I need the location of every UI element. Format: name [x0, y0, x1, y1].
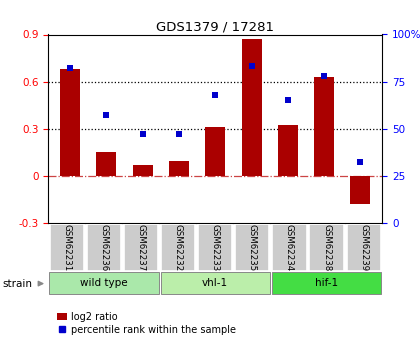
Text: GSM62236: GSM62236: [100, 224, 108, 271]
Bar: [198, 224, 232, 271]
Bar: [314, 77, 334, 176]
Bar: [350, 176, 370, 204]
Bar: [50, 272, 158, 294]
Point: [248, 64, 255, 69]
Bar: [169, 161, 189, 176]
Text: GSM62232: GSM62232: [173, 224, 183, 271]
Text: wild type: wild type: [80, 278, 128, 288]
Bar: [205, 127, 225, 176]
Point: [176, 131, 182, 137]
Bar: [50, 224, 84, 271]
Text: strain: strain: [2, 279, 32, 288]
Point: [357, 160, 364, 165]
Point: [67, 66, 74, 71]
Bar: [346, 224, 381, 271]
Text: GSM62238: GSM62238: [322, 224, 331, 271]
Bar: [133, 165, 152, 176]
Text: GSM62234: GSM62234: [285, 224, 294, 271]
Bar: [235, 224, 270, 271]
Legend: log2 ratio, percentile rank within the sample: log2 ratio, percentile rank within the s…: [53, 308, 239, 338]
Text: GSM62237: GSM62237: [136, 224, 146, 271]
Point: [284, 98, 291, 103]
Text: GSM62239: GSM62239: [359, 224, 368, 271]
Point: [212, 92, 219, 97]
Bar: [241, 39, 262, 176]
Point: [321, 73, 328, 79]
Bar: [161, 272, 270, 294]
Text: GSM62235: GSM62235: [248, 224, 257, 271]
Text: GSM62233: GSM62233: [211, 224, 220, 271]
Point: [103, 112, 110, 118]
Bar: [161, 224, 195, 271]
Bar: [310, 224, 344, 271]
Bar: [272, 272, 381, 294]
Bar: [124, 224, 158, 271]
Point: [139, 131, 146, 137]
Title: GDS1379 / 17281: GDS1379 / 17281: [156, 20, 274, 33]
Text: vhl-1: vhl-1: [202, 278, 228, 288]
Bar: [87, 224, 121, 271]
Text: hif-1: hif-1: [315, 278, 338, 288]
Bar: [96, 152, 116, 176]
Text: GSM62231: GSM62231: [62, 224, 71, 271]
Bar: [60, 69, 80, 176]
Bar: [278, 125, 298, 176]
Bar: [272, 224, 307, 271]
